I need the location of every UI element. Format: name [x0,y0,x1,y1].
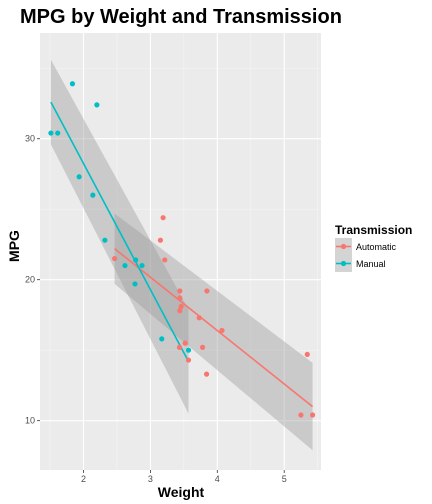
data-point [157,237,164,243]
fit-line [114,248,314,408]
legend-keys: Automatic Manual [335,238,397,272]
data-point [176,344,183,350]
axis-ticks: 2 3 4 5 10 20 30 [25,134,287,484]
data-point [177,288,183,294]
data-point [304,351,310,358]
data-point [177,295,183,301]
legend-key: Automatic [335,238,397,255]
confidence-bands [50,59,313,451]
data-point [185,357,192,363]
confidence-band [114,213,313,451]
data-point [199,344,206,350]
data-point [122,262,128,269]
data-point [162,257,168,263]
data-point [55,130,61,136]
plot-panel [40,33,321,470]
legend-key-point [340,260,347,267]
legend-key-point [340,243,347,250]
data-point [309,412,316,418]
data-point [139,262,145,269]
plot-background [40,33,321,470]
legend-key: Manual [335,255,386,272]
data-point [204,288,210,294]
y-axis-title: MPG [6,230,22,262]
fit-line [50,101,190,362]
legend-label: Automatic [356,242,397,252]
data-point [185,347,192,353]
legend-title: Transmission [335,223,412,237]
data-point [298,412,304,418]
legend: Transmission Automatic Manual [335,223,412,272]
y-tick-label: 30 [25,134,35,144]
legend-label: Manual [356,259,386,269]
x-tick-label: 4 [215,474,220,484]
data-point [94,102,100,108]
data-point [102,237,108,243]
data-point [111,255,118,262]
data-points [48,81,316,418]
x-tick-label: 5 [282,474,287,484]
chart-title: MPG by Weight and Transmission [20,6,342,28]
grid-lines [40,33,321,470]
data-point [177,308,183,314]
data-point [90,192,96,198]
x-axis-title: Weight [158,484,205,500]
y-tick-label: 10 [25,416,35,426]
data-point [178,303,184,310]
data-point [48,130,54,136]
data-point [182,340,188,346]
data-point [76,174,82,180]
data-point [196,315,202,321]
data-point [69,81,76,87]
data-point [133,257,139,263]
x-tick-label: 2 [81,474,86,484]
data-point [219,327,225,334]
data-point [203,371,210,377]
data-point [132,281,138,287]
data-point [159,336,165,342]
y-tick-label: 20 [25,275,35,285]
data-point [160,215,166,221]
confidence-band [50,59,189,414]
fit-lines [50,101,314,408]
x-tick-label: 3 [148,474,153,484]
